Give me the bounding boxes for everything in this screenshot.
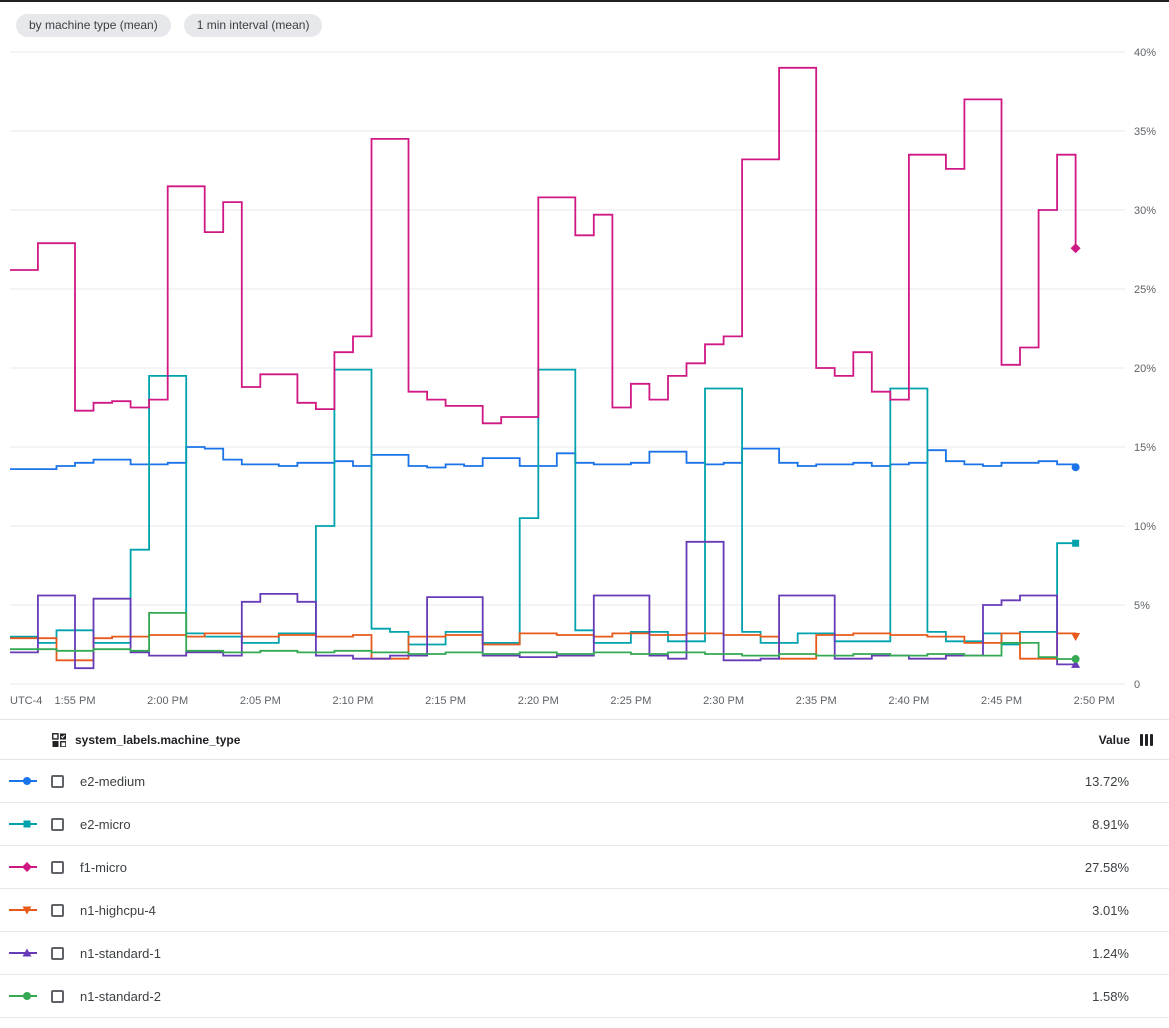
series-end-marker [22,906,32,915]
series-end-marker [1072,539,1080,547]
series-color-glyph [9,906,37,915]
series-line-e2-micro[interactable] [10,368,1076,646]
series-checkbox[interactable] [51,860,64,874]
legend-row-e2-micro[interactable]: e2-micro 8.91% [0,803,1169,846]
y-axis-label: 5% [1134,600,1150,612]
series-color-glyph [9,948,37,957]
series-end-marker [1071,463,1080,472]
series-color-glyph [9,992,37,1000]
legend-value-header[interactable]: Value [1098,732,1130,747]
x-axis-label: 2:25 PM [610,695,651,707]
series-line-f1-micro[interactable] [10,66,1077,425]
y-axis-label: 0 [1134,679,1140,691]
legend-row-e2-medium[interactable]: e2-medium 13.72% [0,760,1169,803]
series-end-marker [23,777,31,785]
series-name: n1-standard-1 [80,945,161,961]
series-line-e2-medium[interactable] [10,446,1077,470]
series-color-glyph [9,862,37,872]
chart-filter-chips: by machine type (mean) 1 min interval (m… [16,14,323,37]
y-axis-label: 10% [1134,521,1156,533]
x-axis-label: 2:30 PM [703,695,744,707]
y-axis-label: 40% [1134,47,1156,59]
series-value: 3.01% [1092,902,1129,918]
y-axis-label: 15% [1134,442,1156,454]
series-name: e2-medium [80,773,146,789]
series-end-marker [1071,659,1081,668]
legend-row-n1-highcpu-4[interactable]: n1-highcpu-4 3.01% [0,889,1169,932]
legend-table-header: system_labels.machine_type Value [0,720,1169,760]
column-settings-icon[interactable] [1140,733,1153,746]
x-axis-label: 2:50 PM [1074,695,1115,707]
series-checkbox[interactable] [51,903,64,917]
series-end-marker [23,992,31,1000]
legend-row-n1-standard-2[interactable]: n1-standard-2 1.58% [0,975,1169,1018]
series-name: e2-micro [80,816,131,832]
series-value: 27.58% [1084,859,1129,875]
series-name: f1-micro [80,859,127,875]
top-divider [0,0,1169,2]
x-axis-label: 1:55 PM [55,695,96,707]
series-end-marker [22,948,32,957]
x-axis-label: 2:00 PM [147,695,188,707]
x-axis-label: 2:40 PM [888,695,929,707]
series-value: 8.91% [1092,816,1129,832]
legend-group-header[interactable]: system_labels.machine_type [75,732,241,747]
timeseries-chart[interactable]: 0 5% 10% 15% 20% 25% 30% 35% 40% UTC-4 1:55 PM 2:00… [0,0,1169,712]
series-line-n1-standard-2[interactable] [10,612,1076,660]
series-checkbox[interactable] [51,817,64,831]
series-end-marker [23,820,31,828]
series-end-marker [22,862,32,872]
x-axis-label: 2:35 PM [796,695,837,707]
x-axis-label: 2:45 PM [981,695,1022,707]
series-end-marker [1071,632,1081,641]
legend-table: system_labels.machine_type Value e2-medi… [0,719,1169,1018]
legend-row-n1-standard-1[interactable]: n1-standard-1 1.24% [0,932,1169,975]
series-name: n1-standard-2 [80,988,161,1004]
series-line-n1-highcpu-4[interactable] [10,632,1077,662]
series-value: 13.72% [1084,773,1129,789]
x-axis-label: 2:15 PM [425,695,466,707]
y-axis-label: 35% [1134,126,1156,138]
toggle-all-series-icon[interactable] [52,732,66,747]
series-end-marker [1070,243,1081,254]
y-axis-label: 20% [1134,363,1156,375]
series-checkbox[interactable] [51,989,64,1003]
y-axis-label: 30% [1134,205,1156,217]
series-checkbox[interactable] [51,774,64,788]
series-checkbox[interactable] [51,946,64,960]
y-axis-label: 25% [1134,284,1156,296]
x-axis-label: 2:05 PM [240,695,281,707]
x-axis-label: 2:20 PM [518,695,559,707]
series-value: 1.58% [1092,988,1129,1004]
series-color-glyph [9,820,37,828]
x-axis-timezone-label: UTC-4 [10,695,42,707]
series-name: n1-highcpu-4 [80,902,156,918]
series-value: 1.24% [1092,945,1129,961]
chip-alignment-interval[interactable]: 1 min interval (mean) [183,14,323,37]
x-axis-label: 2:10 PM [332,695,373,707]
legend-row-f1-micro[interactable]: f1-micro 27.58% [0,846,1169,889]
chip-group-by-machine-type[interactable]: by machine type (mean) [16,14,171,37]
series-end-marker [1071,655,1080,664]
series-color-glyph [9,777,37,785]
legend-rows: e2-medium 13.72% e2-micro 8.91% f1-micro 27.5… [0,760,1169,1018]
